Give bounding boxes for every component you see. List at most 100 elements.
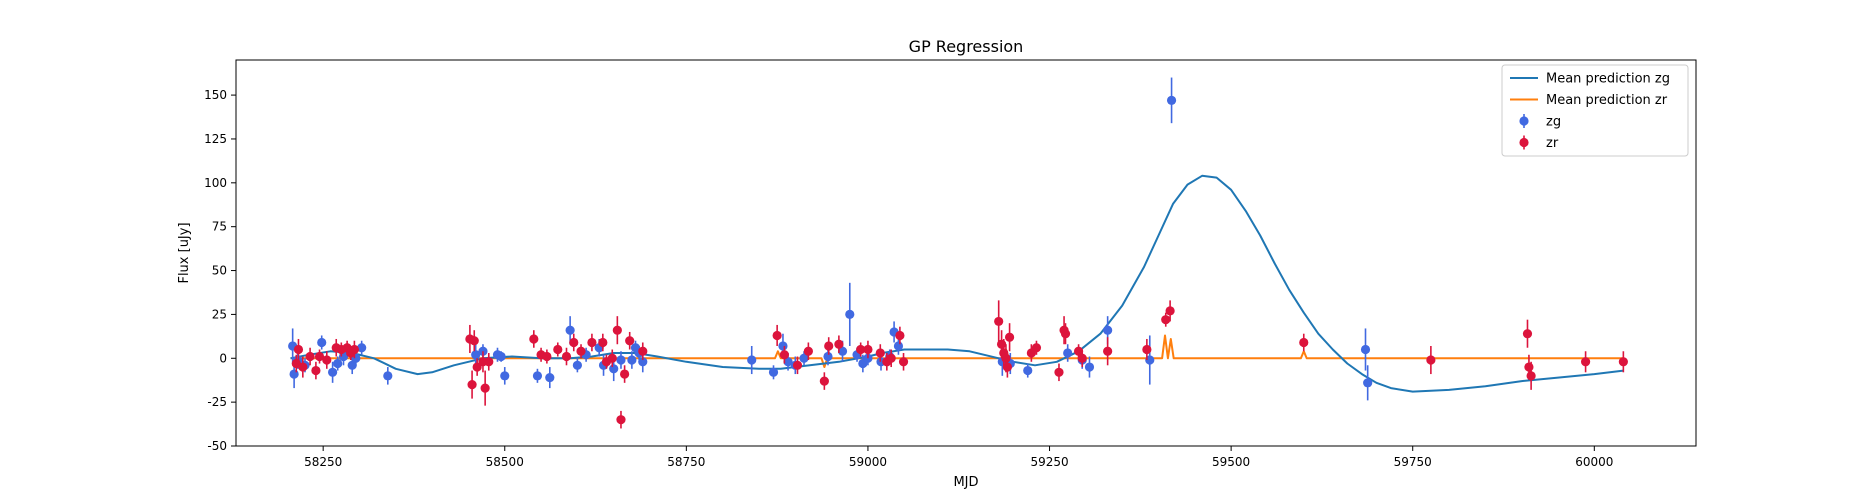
zg-marker bbox=[616, 355, 626, 365]
zr-point bbox=[1004, 323, 1015, 352]
zr-point bbox=[819, 372, 829, 390]
zg-marker bbox=[333, 358, 343, 369]
zr-marker bbox=[469, 336, 479, 346]
zr-point bbox=[1103, 337, 1113, 366]
legend-marker-swatch bbox=[1519, 137, 1529, 148]
zr-marker bbox=[1161, 315, 1171, 325]
zr-marker bbox=[1580, 357, 1591, 367]
zg-marker bbox=[357, 343, 367, 353]
zr-point bbox=[467, 370, 477, 399]
zg-point bbox=[500, 367, 510, 385]
zg-point bbox=[893, 337, 904, 355]
zr-point bbox=[1060, 323, 1071, 345]
zr-point bbox=[561, 347, 572, 366]
zg-marker bbox=[289, 369, 299, 379]
zg-point bbox=[328, 361, 338, 383]
zr-point bbox=[598, 333, 608, 352]
zr-marker bbox=[1526, 371, 1536, 381]
legend-label: zr bbox=[1546, 136, 1559, 151]
zg-point bbox=[383, 367, 393, 385]
zg-marker bbox=[1360, 344, 1371, 355]
legend-label: Mean prediction zg bbox=[1546, 72, 1670, 87]
zr-marker bbox=[1031, 343, 1042, 353]
zr-marker bbox=[587, 337, 597, 348]
zg-marker bbox=[471, 350, 481, 360]
zg-marker bbox=[627, 355, 637, 365]
zg-marker bbox=[823, 351, 833, 362]
y-tick-label: 75 bbox=[212, 220, 227, 234]
zr-point bbox=[587, 333, 597, 352]
y-tick-label: 150 bbox=[204, 88, 227, 102]
zg-point bbox=[1063, 344, 1073, 362]
zg-marker bbox=[383, 371, 393, 381]
zr-point bbox=[863, 340, 873, 359]
zg-point bbox=[799, 351, 809, 366]
zr-point bbox=[607, 349, 617, 368]
zr-marker bbox=[886, 353, 896, 363]
zr-marker bbox=[1001, 353, 1011, 363]
zr-marker bbox=[612, 325, 622, 335]
zr-point bbox=[772, 324, 782, 346]
zr-marker bbox=[1004, 332, 1015, 342]
zr-marker bbox=[620, 369, 630, 379]
zg-point bbox=[357, 340, 367, 355]
zg-marker bbox=[1363, 378, 1373, 388]
zr-point bbox=[469, 330, 479, 352]
y-tick-label: -25 bbox=[207, 395, 227, 409]
zr-marker bbox=[311, 365, 321, 376]
x-tick-label: 60000 bbox=[1575, 455, 1613, 469]
zr-point bbox=[349, 340, 359, 359]
zg-point bbox=[616, 351, 626, 369]
zg-marker bbox=[1103, 325, 1113, 335]
zr-marker bbox=[1165, 306, 1175, 316]
zg-point bbox=[845, 282, 855, 346]
zr-marker bbox=[484, 357, 494, 367]
zr-marker bbox=[996, 339, 1007, 349]
zg-point bbox=[545, 367, 555, 389]
zr-marker bbox=[1103, 346, 1113, 356]
zr-marker bbox=[576, 346, 586, 356]
zr-marker bbox=[625, 336, 635, 346]
zr-point bbox=[824, 337, 834, 355]
zr-point bbox=[553, 342, 563, 357]
y-tick-label: -50 bbox=[207, 439, 227, 453]
zr-point bbox=[484, 353, 494, 371]
zg-marker bbox=[347, 360, 357, 370]
zr-marker bbox=[1060, 329, 1071, 339]
legend-box bbox=[1501, 64, 1689, 157]
zr-marker bbox=[561, 351, 572, 362]
zr-point bbox=[620, 365, 630, 383]
zr-point bbox=[1031, 340, 1042, 355]
x-tick-label: 59250 bbox=[1030, 455, 1068, 469]
zg-marker bbox=[893, 341, 904, 351]
zg-marker bbox=[609, 364, 619, 374]
zr-marker bbox=[1299, 337, 1309, 348]
zr-marker bbox=[792, 360, 803, 370]
zr-marker bbox=[856, 344, 866, 355]
zr-marker bbox=[863, 344, 873, 355]
zr-point bbox=[480, 370, 490, 406]
zr-marker bbox=[1426, 355, 1436, 365]
x-tick-label: 59750 bbox=[1394, 455, 1432, 469]
zr-marker bbox=[293, 344, 304, 355]
zr-marker bbox=[1054, 367, 1064, 377]
zg-point bbox=[532, 368, 543, 383]
x-axis: 58250 58500 58750 59000 59250 59500 59750 60000 bbox=[304, 446, 1613, 469]
zg-point bbox=[471, 344, 481, 366]
zr-marker bbox=[1073, 346, 1084, 356]
x-tick-label: 59000 bbox=[849, 455, 887, 469]
zg-marker bbox=[747, 355, 757, 365]
legend: Mean prediction zg Mean prediction zr zg zr bbox=[1501, 64, 1689, 157]
zg-point bbox=[333, 356, 343, 371]
zg-marker bbox=[1063, 348, 1073, 358]
zr-point bbox=[1618, 351, 1628, 373]
zg-point bbox=[768, 365, 779, 380]
zr-point bbox=[612, 316, 622, 345]
y-tick-label: 0 bbox=[219, 351, 227, 365]
zr-marker bbox=[349, 344, 359, 355]
zr-point bbox=[616, 410, 626, 429]
zr-marker bbox=[1077, 353, 1087, 363]
zr-point bbox=[1580, 351, 1591, 373]
zg-point bbox=[1166, 77, 1177, 124]
